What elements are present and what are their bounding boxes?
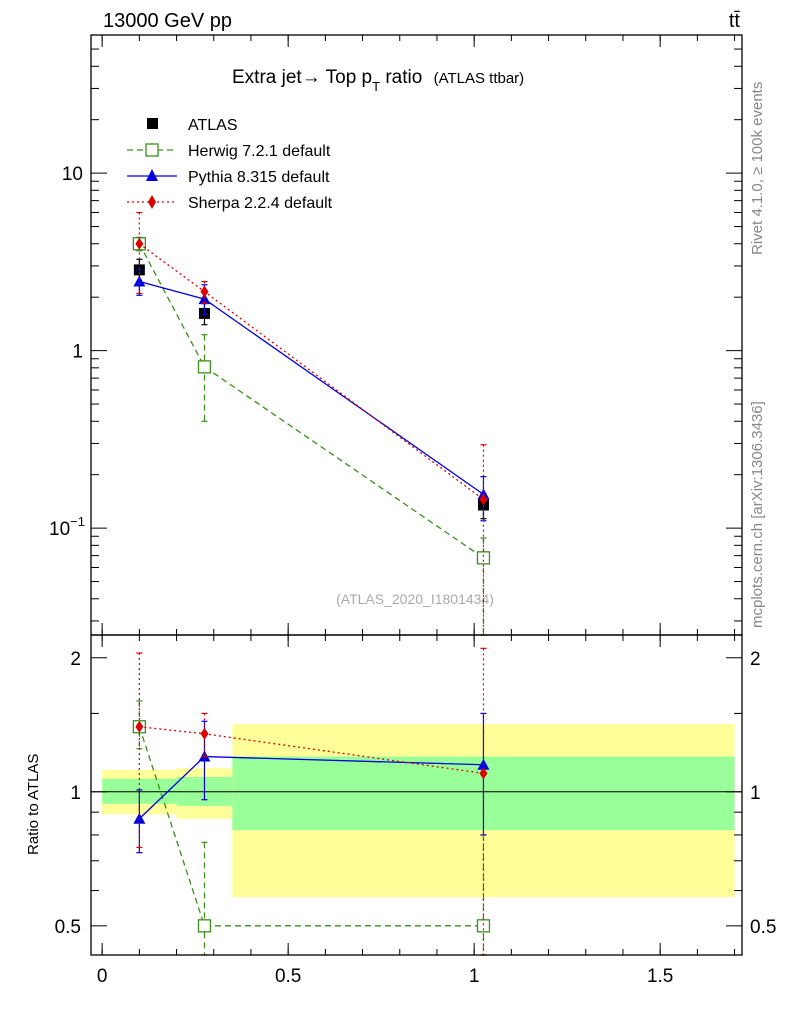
sherpa-line <box>138 243 484 501</box>
legend-item-atlas: ATLAS <box>147 117 238 134</box>
legend-atlas-marker <box>147 118 158 129</box>
ratio-y-tick-label-right-2: 2 <box>750 649 761 670</box>
ratio-bands <box>91 724 742 898</box>
title-main: Extra jet→ Top p <box>232 67 372 88</box>
main-panel-series <box>132 211 491 636</box>
ratio-y-tick-label-left-1: 1 <box>70 783 81 804</box>
pythia-line <box>139 280 484 495</box>
legend-herwig-marker <box>145 143 159 157</box>
main-y-tick-label-0: 10−1 <box>49 514 85 540</box>
title-subscript: T <box>372 79 380 94</box>
title-suffix: ratio <box>380 67 422 88</box>
pythia-point-0 <box>133 275 146 287</box>
pythia-point-1 <box>198 293 211 305</box>
ratio-panel-series <box>132 647 491 956</box>
legend-atlas-label: ATLAS <box>188 117 238 134</box>
sherpa-point-0 <box>135 237 144 250</box>
energy-label: 13000 GeV pp <box>103 10 232 32</box>
legend-item-sherpa: Sherpa 2.2.4 default <box>127 195 333 212</box>
ratio-y-tick-label-right-0: 0.5 <box>750 917 776 938</box>
ratio-frame <box>90 634 743 956</box>
title-small: (ATLAS ttbar) <box>434 70 525 87</box>
x-tick-label-1: 0.5 <box>275 966 301 987</box>
rivet-label: Rivet 4.1.0, ≥ 100k events <box>749 82 766 255</box>
ratio-y-tick-label-left-2: 2 <box>70 649 81 670</box>
legend-sherpa-label: Sherpa 2.2.4 default <box>188 195 333 212</box>
process-label: tt̄ <box>729 10 741 32</box>
legend-sherpa-marker <box>148 195 156 209</box>
main-y-tick-label-2: 10 <box>62 164 83 185</box>
legend-item-pythia: Pythia 8.315 default <box>127 169 330 186</box>
chart-title: Extra jet→ Top pT ratio (ATLAS ttbar) <box>232 67 524 94</box>
legend-herwig-label: Herwig 7.2.1 default <box>188 143 331 160</box>
x-tick-label-0: 0 <box>97 966 108 987</box>
sherpa-point-1 <box>200 285 209 298</box>
main-y-tick-label-1: 1 <box>72 342 83 363</box>
ratio-y-tick-label-right-1: 1 <box>750 783 761 804</box>
main-y-tick-base-0: 10 <box>49 519 70 540</box>
legend-item-herwig: Herwig 7.2.1 default <box>127 143 331 160</box>
analysis-watermark: (ATLAS_2020_I1801434) <box>336 591 494 607</box>
herwig-ratio-point-1 <box>197 919 212 933</box>
main-y-tick-exp-0: −1 <box>70 514 85 529</box>
legend: ATLAS Herwig 7.2.1 default Pythia 8.315 … <box>127 117 333 212</box>
herwig-point-1 <box>197 360 212 374</box>
sherpa-point-2 <box>479 493 488 506</box>
ratio-ylabel: Ratio to ATLAS <box>25 754 42 855</box>
sherpa-ratio-point-1 <box>200 727 209 740</box>
x-tick-label-2: 1 <box>469 966 480 987</box>
herwig-point-2 <box>476 551 491 565</box>
mcplots-label: mcplots.cern.ch [arXiv:1306.3436] <box>749 401 766 628</box>
x-tick-label-3: 1.5 <box>647 966 673 987</box>
ratio-y-tick-label-left-0: 0.5 <box>55 917 81 938</box>
herwig-ratio-line <box>138 726 484 927</box>
legend-pythia-marker <box>146 169 158 181</box>
legend-pythia-label: Pythia 8.315 default <box>188 169 330 186</box>
sherpa-ratio-point-2 <box>479 767 488 780</box>
herwig-line <box>138 243 484 559</box>
sherpa-ratio-point-0 <box>135 720 144 733</box>
